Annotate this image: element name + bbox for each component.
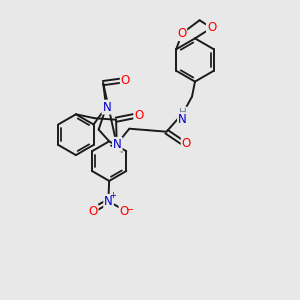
Text: N: N (102, 100, 111, 114)
Text: N: N (178, 113, 187, 126)
Text: O: O (88, 205, 98, 218)
Text: O: O (207, 21, 216, 34)
Text: H: H (179, 107, 187, 118)
Text: O: O (177, 27, 186, 40)
Text: O: O (182, 137, 191, 150)
Text: O: O (119, 205, 129, 218)
Text: O: O (134, 109, 143, 122)
Text: O: O (121, 74, 130, 87)
Text: N: N (113, 138, 122, 151)
Text: +: + (109, 190, 116, 200)
Text: N: N (104, 195, 113, 208)
Text: −: − (126, 205, 134, 215)
